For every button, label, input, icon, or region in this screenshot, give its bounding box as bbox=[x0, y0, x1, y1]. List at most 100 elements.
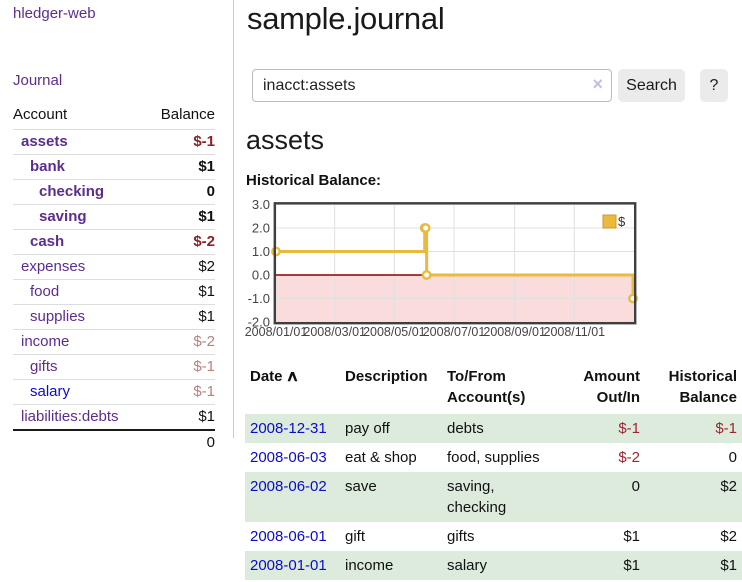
account-link-checking[interactable]: checking bbox=[39, 183, 105, 200]
accounts-header-account: Account bbox=[13, 106, 68, 123]
data-point-marker bbox=[420, 223, 431, 233]
transaction-date-link[interactable]: 2008-12-31 bbox=[250, 420, 327, 437]
y-axis-tick-label: 2.0 bbox=[252, 221, 270, 236]
y-axis-tick-label: -2.0 bbox=[248, 315, 270, 330]
transaction-accounts: saving, checking bbox=[447, 478, 507, 516]
transaction-row[interactable]: 2008-06-03 eat & shop food, supplies $-2 0 bbox=[245, 443, 742, 472]
transaction-date-link[interactable]: 2008-01-01 bbox=[250, 557, 327, 574]
search-button[interactable]: Search bbox=[618, 69, 685, 102]
data-point-marker bbox=[421, 270, 432, 280]
account-link-expenses[interactable]: expenses bbox=[21, 258, 86, 275]
account-row: expenses $2 bbox=[13, 254, 215, 280]
search-input[interactable] bbox=[252, 69, 612, 102]
register-header-amount: Amount Out/In bbox=[583, 368, 640, 406]
register-table: Date ∧ Description To/From Account(s) Amo… bbox=[245, 362, 742, 580]
account-balance: $1 bbox=[146, 204, 215, 230]
x-axis-tick-label: 2008/05/01 bbox=[363, 325, 426, 339]
account-row: supplies $1 bbox=[13, 304, 215, 330]
total-spacer bbox=[13, 429, 147, 455]
transaction-amount: $-1 bbox=[618, 420, 640, 437]
search-bar: × Search ? bbox=[252, 69, 728, 102]
account-row: assets $-1 bbox=[13, 129, 215, 155]
legend-swatch bbox=[602, 214, 617, 229]
transaction-row[interactable]: 2008-06-01 gift gifts $1 $2 bbox=[245, 522, 742, 551]
transaction-row[interactable]: 2008-12-31 pay off debts $-1 $-1 bbox=[245, 414, 742, 443]
accounts-header-row: Account Balance bbox=[13, 102, 215, 130]
account-row: saving $1 bbox=[13, 204, 215, 230]
account-row: salary $-1 bbox=[13, 379, 215, 405]
transaction-balance: $2 bbox=[720, 478, 737, 495]
account-balance: $-1 bbox=[146, 354, 215, 380]
register-header-description: Description bbox=[345, 368, 428, 385]
transaction-description: income bbox=[345, 557, 394, 574]
transaction-date-link[interactable]: 2008-06-02 bbox=[250, 478, 327, 495]
account-balance: $-2 bbox=[146, 229, 215, 255]
transaction-accounts: salary bbox=[447, 557, 488, 574]
transaction-date-link[interactable]: 2008-06-03 bbox=[250, 449, 327, 466]
account-link-salary[interactable]: salary bbox=[30, 383, 71, 400]
account-balance: 0 bbox=[146, 179, 215, 205]
help-button[interactable]: ? bbox=[700, 69, 728, 102]
account-balance: $-1 bbox=[146, 379, 215, 405]
transaction-description: eat & shop bbox=[345, 449, 417, 466]
transaction-row[interactable]: 2008-01-01 income salary $1 $1 bbox=[245, 551, 742, 580]
register-header-balance: Historical Balance bbox=[668, 368, 737, 406]
account-link-liabilities-debts[interactable]: liabilities:debts bbox=[21, 408, 119, 425]
y-axis-tick-label: 1.0 bbox=[252, 244, 270, 259]
account-balance: $-2 bbox=[146, 329, 215, 355]
transaction-balance: $1 bbox=[720, 557, 737, 574]
account-balance: $-1 bbox=[146, 129, 215, 155]
sidebar-divider bbox=[233, 0, 234, 438]
transaction-balance: $-1 bbox=[715, 420, 737, 437]
x-axis-tick-label: 2008/07/01 bbox=[423, 325, 486, 339]
transaction-balance: 0 bbox=[728, 449, 737, 466]
plot-border bbox=[273, 202, 637, 325]
transaction-amount: 0 bbox=[631, 478, 640, 495]
account-row: liabilities:debts $1 bbox=[13, 404, 215, 430]
account-link-supplies[interactable]: supplies bbox=[30, 308, 86, 325]
register-header-date[interactable]: Date ∧ bbox=[250, 368, 299, 385]
accounts-total-balance: 0 bbox=[146, 429, 215, 455]
account-link-assets[interactable]: assets bbox=[21, 133, 68, 150]
transaction-description: pay off bbox=[345, 420, 390, 437]
account-link-income[interactable]: income bbox=[21, 333, 70, 350]
app-title-link[interactable]: hledger-web bbox=[13, 5, 96, 22]
chart-title: Historical Balance: bbox=[246, 172, 382, 189]
transaction-description: gift bbox=[345, 528, 366, 545]
account-link-bank[interactable]: bank bbox=[30, 158, 66, 175]
x-axis-tick-label: 2008/09/01 bbox=[483, 325, 546, 339]
account-balance: $1 bbox=[146, 404, 215, 430]
account-row: bank $1 bbox=[13, 154, 215, 180]
transaction-amount: $-2 bbox=[618, 449, 640, 466]
transaction-amount: $1 bbox=[623, 528, 640, 545]
account-link-gifts[interactable]: gifts bbox=[30, 358, 58, 375]
y-axis-tick-label: 3.0 bbox=[252, 198, 270, 212]
transaction-row[interactable]: 2008-06-02 save saving, checking 0 $2 bbox=[245, 472, 742, 522]
accounts-table: Account Balance assets $-1 bank $1 checking 0… bbox=[13, 102, 215, 455]
x-axis-tick-label: 2008/01/01 bbox=[245, 325, 308, 339]
register-header-row: Date ∧ Description To/From Account(s) Amo… bbox=[245, 362, 742, 414]
page-title: sample.journal bbox=[247, 1, 445, 36]
transaction-accounts: gifts bbox=[447, 528, 475, 545]
historical-balance-chart: $3.0 2.0 1.0 0.0 -1.0 -2.02008/01/012008/03/0… bbox=[245, 198, 638, 339]
account-row: gifts $-1 bbox=[13, 354, 215, 380]
register-header-tofrom: To/From Account(s) bbox=[447, 368, 526, 406]
account-balance: $1 bbox=[146, 279, 215, 305]
accounts-header-balance: Balance bbox=[160, 106, 215, 123]
x-axis-tick-label: 2008/03/01 bbox=[303, 325, 366, 339]
sort-ascending-icon: ∧ bbox=[285, 368, 299, 385]
accounts-table-body: assets $-1 bank $1 checking 0 saving $1 cash $-2 e… bbox=[13, 129, 215, 455]
account-link-cash[interactable]: cash bbox=[30, 233, 65, 250]
account-row: checking 0 bbox=[13, 179, 215, 205]
account-link-saving[interactable]: saving bbox=[39, 208, 87, 225]
transaction-date-link[interactable]: 2008-06-01 bbox=[250, 528, 327, 545]
sidebar-item-journal[interactable]: Journal bbox=[13, 72, 63, 89]
transaction-accounts: debts bbox=[447, 420, 484, 437]
clear-search-icon[interactable]: × bbox=[592, 74, 603, 94]
account-balance: $1 bbox=[146, 304, 215, 330]
account-row: cash $-2 bbox=[13, 229, 215, 255]
account-row: food $1 bbox=[13, 279, 215, 305]
y-axis-tick-label: -1.0 bbox=[248, 291, 270, 306]
account-heading: assets bbox=[246, 125, 325, 155]
account-link-food[interactable]: food bbox=[30, 283, 60, 300]
